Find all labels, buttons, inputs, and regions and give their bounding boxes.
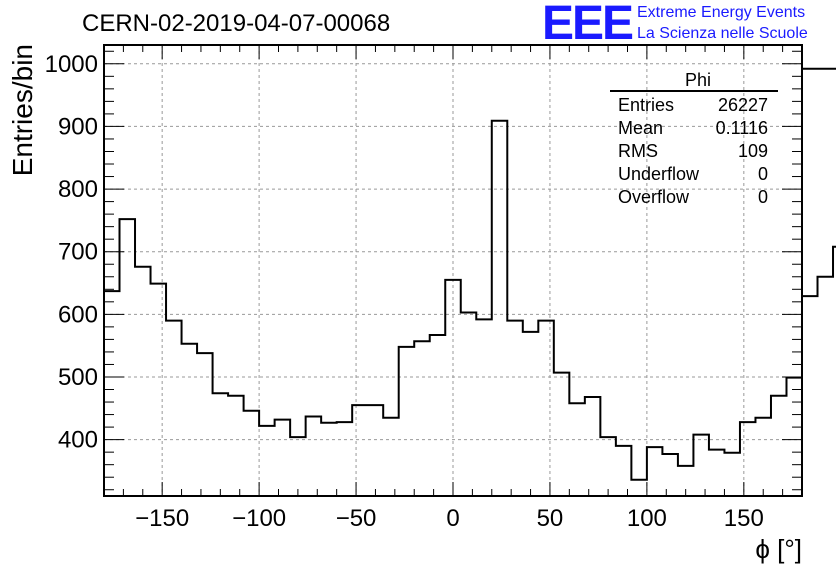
stats-label: RMS [618,141,658,161]
chart-title: CERN-02-2019-04-07-00068 [82,10,391,37]
y-tick-label: 600 [58,301,98,328]
y-tick-label: 1000 [45,51,98,78]
grid-lines [104,45,802,496]
stats-label: Entries [618,95,675,115]
y-axis-label: Entries/bin [7,44,38,176]
stats-row-underflow: Underflow 0 [610,163,778,186]
eee-logo: EEE [542,0,634,50]
y-tick-label: 800 [58,176,98,203]
stats-label: Overflow [618,187,690,207]
x-tick-label: 0 [446,505,459,532]
stats-row-overflow: Overflow 0 [610,186,778,209]
stats-value: 109 [737,141,768,161]
x-tick-label: −50 [336,505,377,532]
x-tick-label: 100 [627,505,667,532]
tick-labels: −150 −100 −50 0 50 100 150 400 500 600 700 800 900 10… [45,51,764,532]
x-tick-label: −150 [135,505,189,532]
y-tick-label: 900 [58,113,98,140]
x-tick-label: 150 [724,505,764,532]
stats-row-entries: Entries 26227 [610,94,778,117]
stats-label: Underflow [618,164,700,184]
y-tick-label: 700 [58,239,98,266]
histogram-line [104,67,836,481]
stats-row-mean: Mean 0.1116 [610,117,778,140]
stats-value: 0 [757,164,768,184]
stats-divider [610,90,778,92]
stats-row-rms: RMS 109 [610,140,778,163]
stats-value: 26227 [717,95,768,115]
logo-subtitle-2: La Scienza nelle Scuole [637,25,808,42]
logo-subtitle-1: Extreme Energy Events [637,4,806,21]
stats-label: Mean [618,118,664,138]
axis-ticks [103,45,803,496]
stats-value: 0.1116 [715,118,768,138]
x-tick-label: −100 [232,505,286,532]
y-tick-label: 500 [58,364,98,391]
x-tick-label: 50 [537,505,564,532]
y-tick-label: 400 [58,427,98,454]
stats-title: Phi [684,70,711,90]
stats-box: Phi Entries 26227 Mean 0.1116 RMS 109 Un… [610,70,778,209]
x-axis-label: ϕ [°] [755,534,802,564]
stats-value: 0 [757,187,768,207]
